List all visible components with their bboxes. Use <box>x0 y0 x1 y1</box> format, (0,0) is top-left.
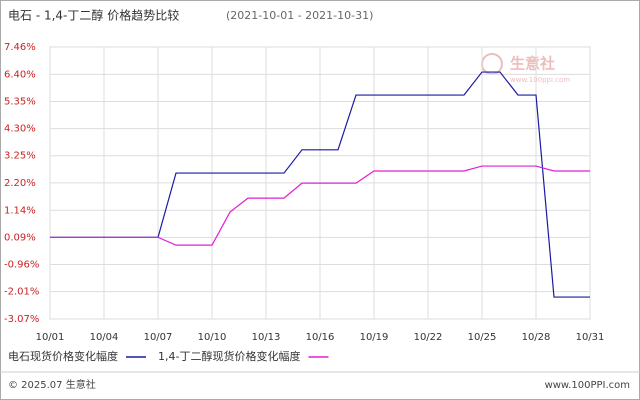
x-tick-label: 10/13 <box>252 332 281 343</box>
chart-title: 电石 - 1,4-丁二醇 价格趋势比较 <box>8 8 179 23</box>
x-tick-label: 10/07 <box>144 332 173 343</box>
y-tick-label: 3.25% <box>4 151 36 162</box>
y-tick-label: 6.40% <box>4 69 36 80</box>
y-tick-label: 5.35% <box>4 97 36 108</box>
y-tick-label: 2.20% <box>4 178 36 189</box>
x-tick-label: 10/01 <box>36 332 65 343</box>
x-tick-label: 10/19 <box>360 332 389 343</box>
x-tick-label: 10/28 <box>522 332 551 343</box>
y-tick-label: 7.46% <box>4 42 36 53</box>
x-tick-label: 10/10 <box>198 332 227 343</box>
y-tick-label: 4.30% <box>4 124 36 135</box>
site: www.100PPI.com <box>545 380 630 391</box>
legend-label: 电石现货价格变化幅度 <box>8 349 118 363</box>
x-tick-label: 10/04 <box>90 332 119 343</box>
x-tick-label: 10/22 <box>414 332 443 343</box>
y-tick-label: -2.01% <box>4 287 39 298</box>
y-tick-label: -3.07% <box>4 314 39 325</box>
x-tick-label: 10/25 <box>468 332 497 343</box>
x-tick-label: 10/31 <box>576 332 605 343</box>
series-line <box>50 165 590 246</box>
x-tick-label: 10/16 <box>306 332 335 343</box>
y-tick-label: -0.96% <box>4 259 39 270</box>
chart-subtitle: (2021-10-01 - 2021-10-31) <box>226 9 373 22</box>
watermark-text: 生意社 <box>510 55 555 73</box>
watermark-url: www.100ppi.com <box>510 76 570 84</box>
legend-label: 1,4-丁二醇现货价格变化幅度 <box>158 349 300 363</box>
y-tick-label: 0.09% <box>4 232 36 243</box>
copyright: © 2025.07 生意社 <box>8 378 96 391</box>
y-tick-label: 1.14% <box>4 205 36 216</box>
